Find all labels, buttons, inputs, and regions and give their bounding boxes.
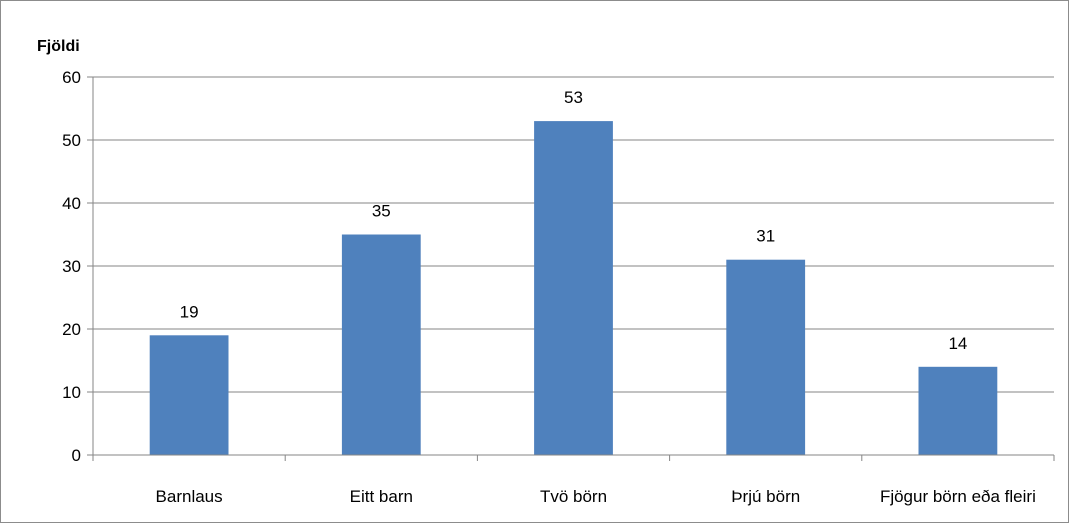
y-axis: 0 10 20 30 40 50 60 xyxy=(62,68,94,465)
bar xyxy=(341,234,421,455)
x-tick-label: Fjögur börn eða fleiri xyxy=(880,487,1036,506)
y-tick-label: 0 xyxy=(72,446,81,465)
bar xyxy=(149,335,229,455)
data-label: 19 xyxy=(180,302,199,321)
x-tick-label: Eitt barn xyxy=(350,487,413,506)
data-label: 14 xyxy=(948,334,967,353)
bars: 19 35 53 31 14 xyxy=(149,88,998,455)
y-tick-label: 30 xyxy=(62,257,81,276)
x-tick-label: Tvö börn xyxy=(540,487,607,506)
bar xyxy=(534,121,613,455)
y-tick-label: 50 xyxy=(62,131,81,150)
x-tick-label: Þrjú börn xyxy=(731,487,800,506)
y-tick-label: 60 xyxy=(62,68,81,87)
data-label: 53 xyxy=(564,88,583,107)
y-axis-title: Fjöldi xyxy=(37,38,80,55)
bar xyxy=(726,259,806,455)
bar xyxy=(918,366,998,455)
x-tick-label: Barnlaus xyxy=(156,487,223,506)
y-tick-label: 20 xyxy=(62,320,81,339)
y-tick-label: 40 xyxy=(62,194,81,213)
data-label: 31 xyxy=(756,227,775,246)
data-label: 35 xyxy=(372,202,391,221)
y-tick-label: 10 xyxy=(62,383,81,402)
x-axis: Barnlaus Eitt barn Tvö börn Þrjú börn Fjögur… xyxy=(92,454,1055,506)
